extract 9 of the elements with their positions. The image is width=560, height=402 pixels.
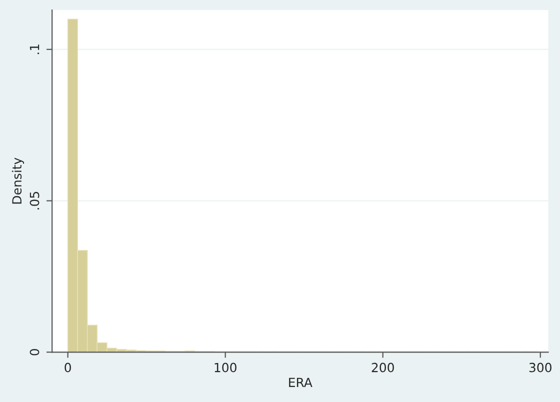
x-tick-label: 200 xyxy=(372,362,394,372)
y-tick-label: .1 xyxy=(30,44,40,54)
y-tick-label: 0 xyxy=(30,349,40,356)
x-tick-label: 100 xyxy=(214,362,236,372)
x-axis-title: ERA xyxy=(289,378,312,387)
y-axis-title: Density xyxy=(12,158,24,204)
x-tick-label: 0 xyxy=(64,362,71,372)
x-tick-label: 300 xyxy=(529,362,552,372)
y-tick-label: .05 xyxy=(30,192,40,210)
